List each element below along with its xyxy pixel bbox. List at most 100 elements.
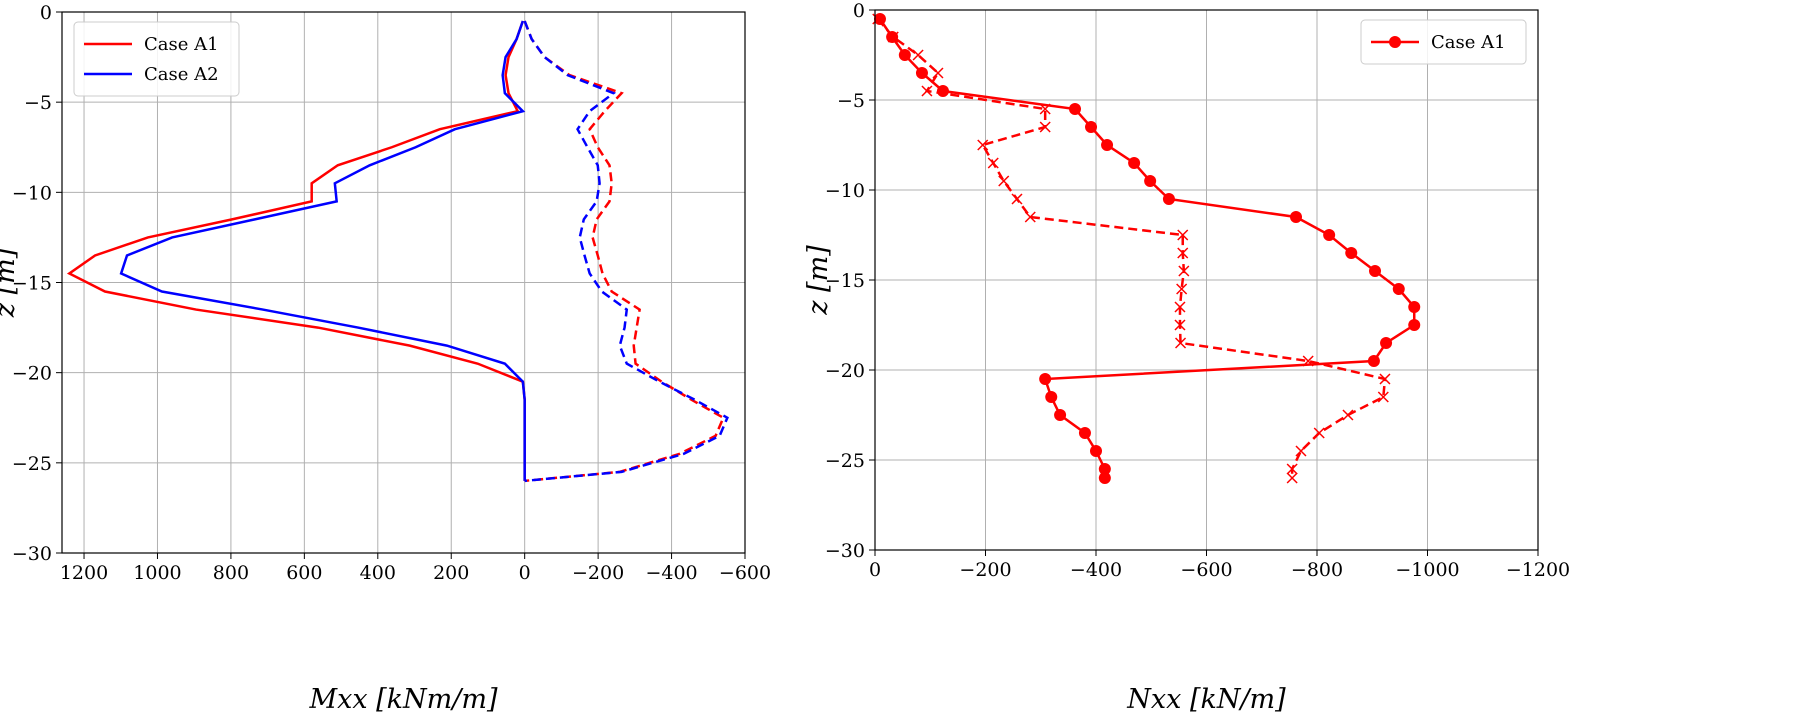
axes: 1200 1000 800 600 400 200 0 −200 −400 −600 0 −5 −10 −… xyxy=(0,2,771,713)
marker xyxy=(915,67,928,79)
marker xyxy=(998,175,1010,187)
y-tick-label: −30 xyxy=(825,540,865,562)
marker xyxy=(1369,265,1382,277)
series-line xyxy=(523,20,725,483)
marker xyxy=(1039,103,1051,115)
marker xyxy=(1408,301,1421,313)
x-tick-label: −600 xyxy=(1180,559,1232,581)
x-tick-label: −200 xyxy=(959,559,1011,581)
x-tick-label: 600 xyxy=(286,562,322,584)
marker xyxy=(1408,319,1421,331)
marker xyxy=(1392,283,1405,295)
y-tick-label: 0 xyxy=(40,2,52,24)
marker xyxy=(1098,472,1111,484)
legend-label: Case A1 xyxy=(1431,32,1506,53)
marker xyxy=(1295,445,1307,457)
marker xyxy=(932,67,944,79)
marker xyxy=(1380,337,1393,349)
y-tick-label: 0 xyxy=(853,0,865,22)
axes-frame xyxy=(61,11,746,554)
marker xyxy=(1313,427,1325,439)
x-tick-label: 0 xyxy=(519,562,531,584)
x-tick-label: 200 xyxy=(433,562,469,584)
axes: 0 −200 −400 −600 −800 −1000 −1200 0 −5 −10 −15 −20 −… xyxy=(803,0,1570,713)
marker xyxy=(1039,121,1051,133)
marker xyxy=(1174,337,1187,349)
x-tick-label: −800 xyxy=(1291,559,1343,581)
marker xyxy=(1342,409,1354,421)
x-tick-label: 0 xyxy=(869,559,881,581)
marker xyxy=(1377,391,1389,403)
marker xyxy=(1078,427,1091,439)
marker xyxy=(1379,373,1391,385)
y-tick-label: −20 xyxy=(825,360,865,382)
marker xyxy=(1024,211,1036,223)
marker xyxy=(1011,193,1023,205)
x-tick-label: 400 xyxy=(360,562,396,584)
x-tick-label: −200 xyxy=(572,562,624,584)
y-tick-label: −30 xyxy=(12,543,52,565)
marker xyxy=(1162,193,1175,205)
marker xyxy=(1174,301,1186,313)
x-tick-label: −1000 xyxy=(1395,559,1459,581)
legend-label: Case A2 xyxy=(144,64,219,85)
y-tick-label: −15 xyxy=(825,270,865,292)
y-tick-label: −10 xyxy=(825,180,865,202)
series-line xyxy=(523,20,729,483)
marker xyxy=(1345,247,1358,259)
marker xyxy=(921,85,933,97)
x-tick-label: 800 xyxy=(213,562,249,584)
marker xyxy=(1174,319,1186,331)
series-line xyxy=(878,18,1416,478)
x-tick-label: −400 xyxy=(1070,559,1122,581)
marker xyxy=(977,139,989,151)
y-axis-label: z [m] xyxy=(0,247,21,318)
x-tick-label: 1000 xyxy=(133,562,181,584)
marker xyxy=(1045,391,1058,403)
marker xyxy=(1085,121,1098,133)
marker xyxy=(1290,211,1303,223)
marker xyxy=(1176,283,1188,295)
x-tick-label: 1200 xyxy=(60,562,108,584)
x-tick-label: −1200 xyxy=(1506,559,1570,581)
marker xyxy=(898,49,911,61)
marker xyxy=(1177,247,1189,259)
x-axis-label: Nxx [kN/m] xyxy=(1126,684,1286,713)
y-tick-label: −15 xyxy=(12,273,52,295)
marker xyxy=(1302,355,1314,367)
marker xyxy=(1069,103,1082,115)
marker xyxy=(1128,157,1141,169)
marker xyxy=(1323,229,1336,241)
marker xyxy=(1286,463,1298,475)
marker xyxy=(1101,139,1114,151)
y-tick-label: −10 xyxy=(12,182,52,204)
marker xyxy=(936,85,949,97)
y-tick-label: −25 xyxy=(12,453,52,475)
marker xyxy=(887,31,899,43)
y-tick-label: −25 xyxy=(825,450,865,472)
y-tick-label: −20 xyxy=(12,363,52,385)
y-axis-label: z [m] xyxy=(803,245,834,316)
marker xyxy=(1144,175,1157,187)
x-tick-label: −400 xyxy=(645,562,697,584)
marker xyxy=(886,31,899,43)
marker xyxy=(1286,472,1298,484)
x-tick-label: −600 xyxy=(719,562,771,584)
marker xyxy=(1178,265,1190,277)
marker xyxy=(912,49,924,61)
marker xyxy=(987,157,999,169)
axes-frame xyxy=(874,9,1539,551)
series-line xyxy=(876,18,1387,478)
marker xyxy=(1177,229,1189,241)
legend-label: Case A1 xyxy=(144,34,219,55)
series-line xyxy=(119,20,526,481)
marker xyxy=(1367,355,1380,367)
legend-marker xyxy=(1389,36,1401,48)
legend-box xyxy=(1360,19,1527,65)
x-axis-label: Mxx [kNm/m] xyxy=(308,684,498,713)
y-tick-label: −5 xyxy=(837,90,865,112)
marker xyxy=(1039,373,1052,385)
marker xyxy=(1098,463,1111,475)
legend-box xyxy=(73,21,240,97)
